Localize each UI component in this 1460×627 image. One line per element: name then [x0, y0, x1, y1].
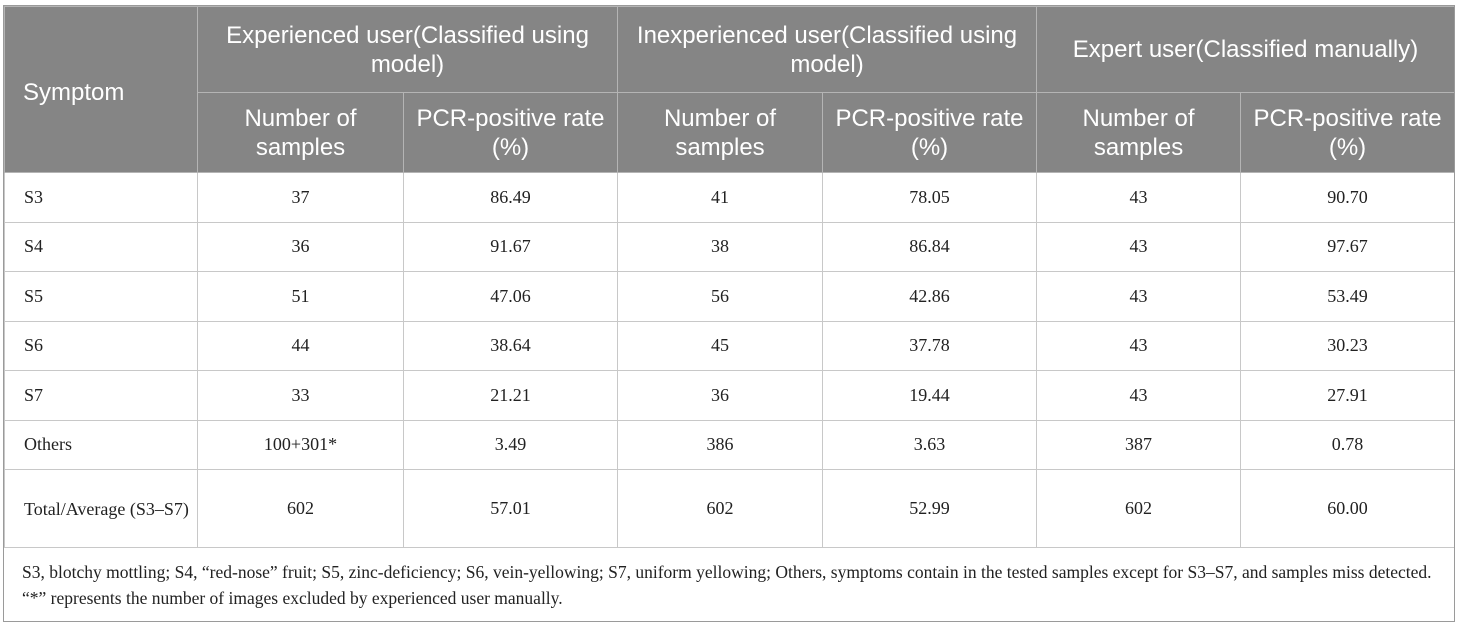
- expert-user-header: Expert user(Classified manually): [1036, 6, 1454, 93]
- table-row: S7 33 21.21 36 19.44 43 27.91: [4, 370, 1454, 421]
- table-cell: 51: [197, 271, 404, 322]
- table-cell: 38: [617, 221, 823, 272]
- table-cell: 57.01: [403, 469, 618, 548]
- table-cell: 387: [1036, 419, 1242, 470]
- table-cell: 386: [617, 419, 823, 470]
- table-cell: 30.23: [1240, 320, 1454, 371]
- symptom-cell: S5: [4, 271, 198, 322]
- table-cell: 42.86: [821, 271, 1038, 322]
- table-row: S4 36 91.67 38 86.84 43 97.67: [4, 221, 1454, 272]
- table-cell: 43: [1036, 221, 1242, 272]
- table-cell: 37: [197, 172, 404, 223]
- table-cell: 86.49: [403, 172, 618, 223]
- table-cell: 78.05: [821, 172, 1038, 223]
- results-table: Symptom Experienced user(Classified usin…: [4, 6, 1454, 548]
- table-cell: 56: [617, 271, 823, 322]
- table-cell: 3.63: [821, 419, 1038, 470]
- table-cell: 90.70: [1240, 172, 1454, 223]
- table-footnote: S3, blotchy mottling; S4, “red-nose” fru…: [22, 562, 1432, 608]
- table-body: S3 37 86.49 41 78.05 43 90.70 S4 36 91.6…: [4, 172, 1454, 548]
- table-cell: 45: [617, 320, 823, 371]
- inexperienced-user-header: Inexperienced user(Classified using mode…: [616, 6, 1038, 93]
- table-cell: 602: [617, 469, 823, 548]
- symptom-cell: S3: [4, 172, 198, 223]
- table-cell: 33: [197, 370, 404, 421]
- experienced-rate-header: PCR-positive rate (%): [403, 92, 618, 173]
- table-cell: 3.49: [403, 419, 618, 470]
- symptom-column-header: Symptom: [4, 6, 198, 173]
- table-cell: 43: [1036, 370, 1242, 421]
- table-cell: 97.67: [1240, 221, 1454, 272]
- symptom-cell: Others: [4, 419, 198, 470]
- table-cell: 41: [617, 172, 823, 223]
- table-cell: 21.21: [403, 370, 618, 421]
- table-cell: 43: [1036, 320, 1242, 371]
- inexperienced-samples-header: Number of samples: [617, 92, 823, 173]
- table-row-total: Total/Average (S3–S7) 602 57.01 602 52.9…: [4, 469, 1454, 548]
- expert-rate-header: PCR-positive rate (%): [1240, 92, 1454, 173]
- inexperienced-rate-header: PCR-positive rate (%): [821, 92, 1038, 173]
- table-cell: 43: [1036, 172, 1242, 223]
- table-cell: 38.64: [403, 320, 618, 371]
- table-cell: 53.49: [1240, 271, 1454, 322]
- symptom-cell: S4: [4, 221, 198, 272]
- symptom-cell: Total/Average (S3–S7): [4, 469, 198, 548]
- table-cell: 36: [197, 221, 404, 272]
- symptom-cell: S7: [4, 370, 198, 421]
- table-cell: 602: [197, 469, 404, 548]
- table-cell: 19.44: [821, 370, 1038, 421]
- table-cell: 44: [197, 320, 404, 371]
- expert-samples-header: Number of samples: [1036, 92, 1242, 173]
- table-row: S3 37 86.49 41 78.05 43 90.70: [4, 172, 1454, 223]
- table-header: Symptom Experienced user(Classified usin…: [4, 6, 1454, 173]
- experienced-samples-header: Number of samples: [197, 92, 404, 173]
- table-cell: 47.06: [403, 271, 618, 322]
- table-cell: 52.99: [821, 469, 1038, 548]
- table-cell: 60.00: [1240, 469, 1454, 548]
- table-cell: 37.78: [821, 320, 1038, 371]
- table-row: S5 51 47.06 56 42.86 43 53.49: [4, 271, 1454, 322]
- table-cell: 91.67: [403, 221, 618, 272]
- table-frame: Symptom Experienced user(Classified usin…: [3, 5, 1455, 622]
- experienced-user-header: Experienced user(Classified using model): [197, 6, 618, 93]
- table-row: Others 100+301* 3.49 386 3.63 387 0.78: [4, 419, 1454, 470]
- table-cell: 0.78: [1240, 419, 1454, 470]
- table-cell: 86.84: [821, 221, 1038, 272]
- table-cell: 36: [617, 370, 823, 421]
- table-cell: 100+301*: [197, 419, 404, 470]
- table-cell: 27.91: [1240, 370, 1454, 421]
- table-row: S6 44 38.64 45 37.78 43 30.23: [4, 320, 1454, 371]
- table-cell: 43: [1036, 271, 1242, 322]
- table-cell: 602: [1036, 469, 1242, 548]
- symptom-cell: S6: [4, 320, 198, 371]
